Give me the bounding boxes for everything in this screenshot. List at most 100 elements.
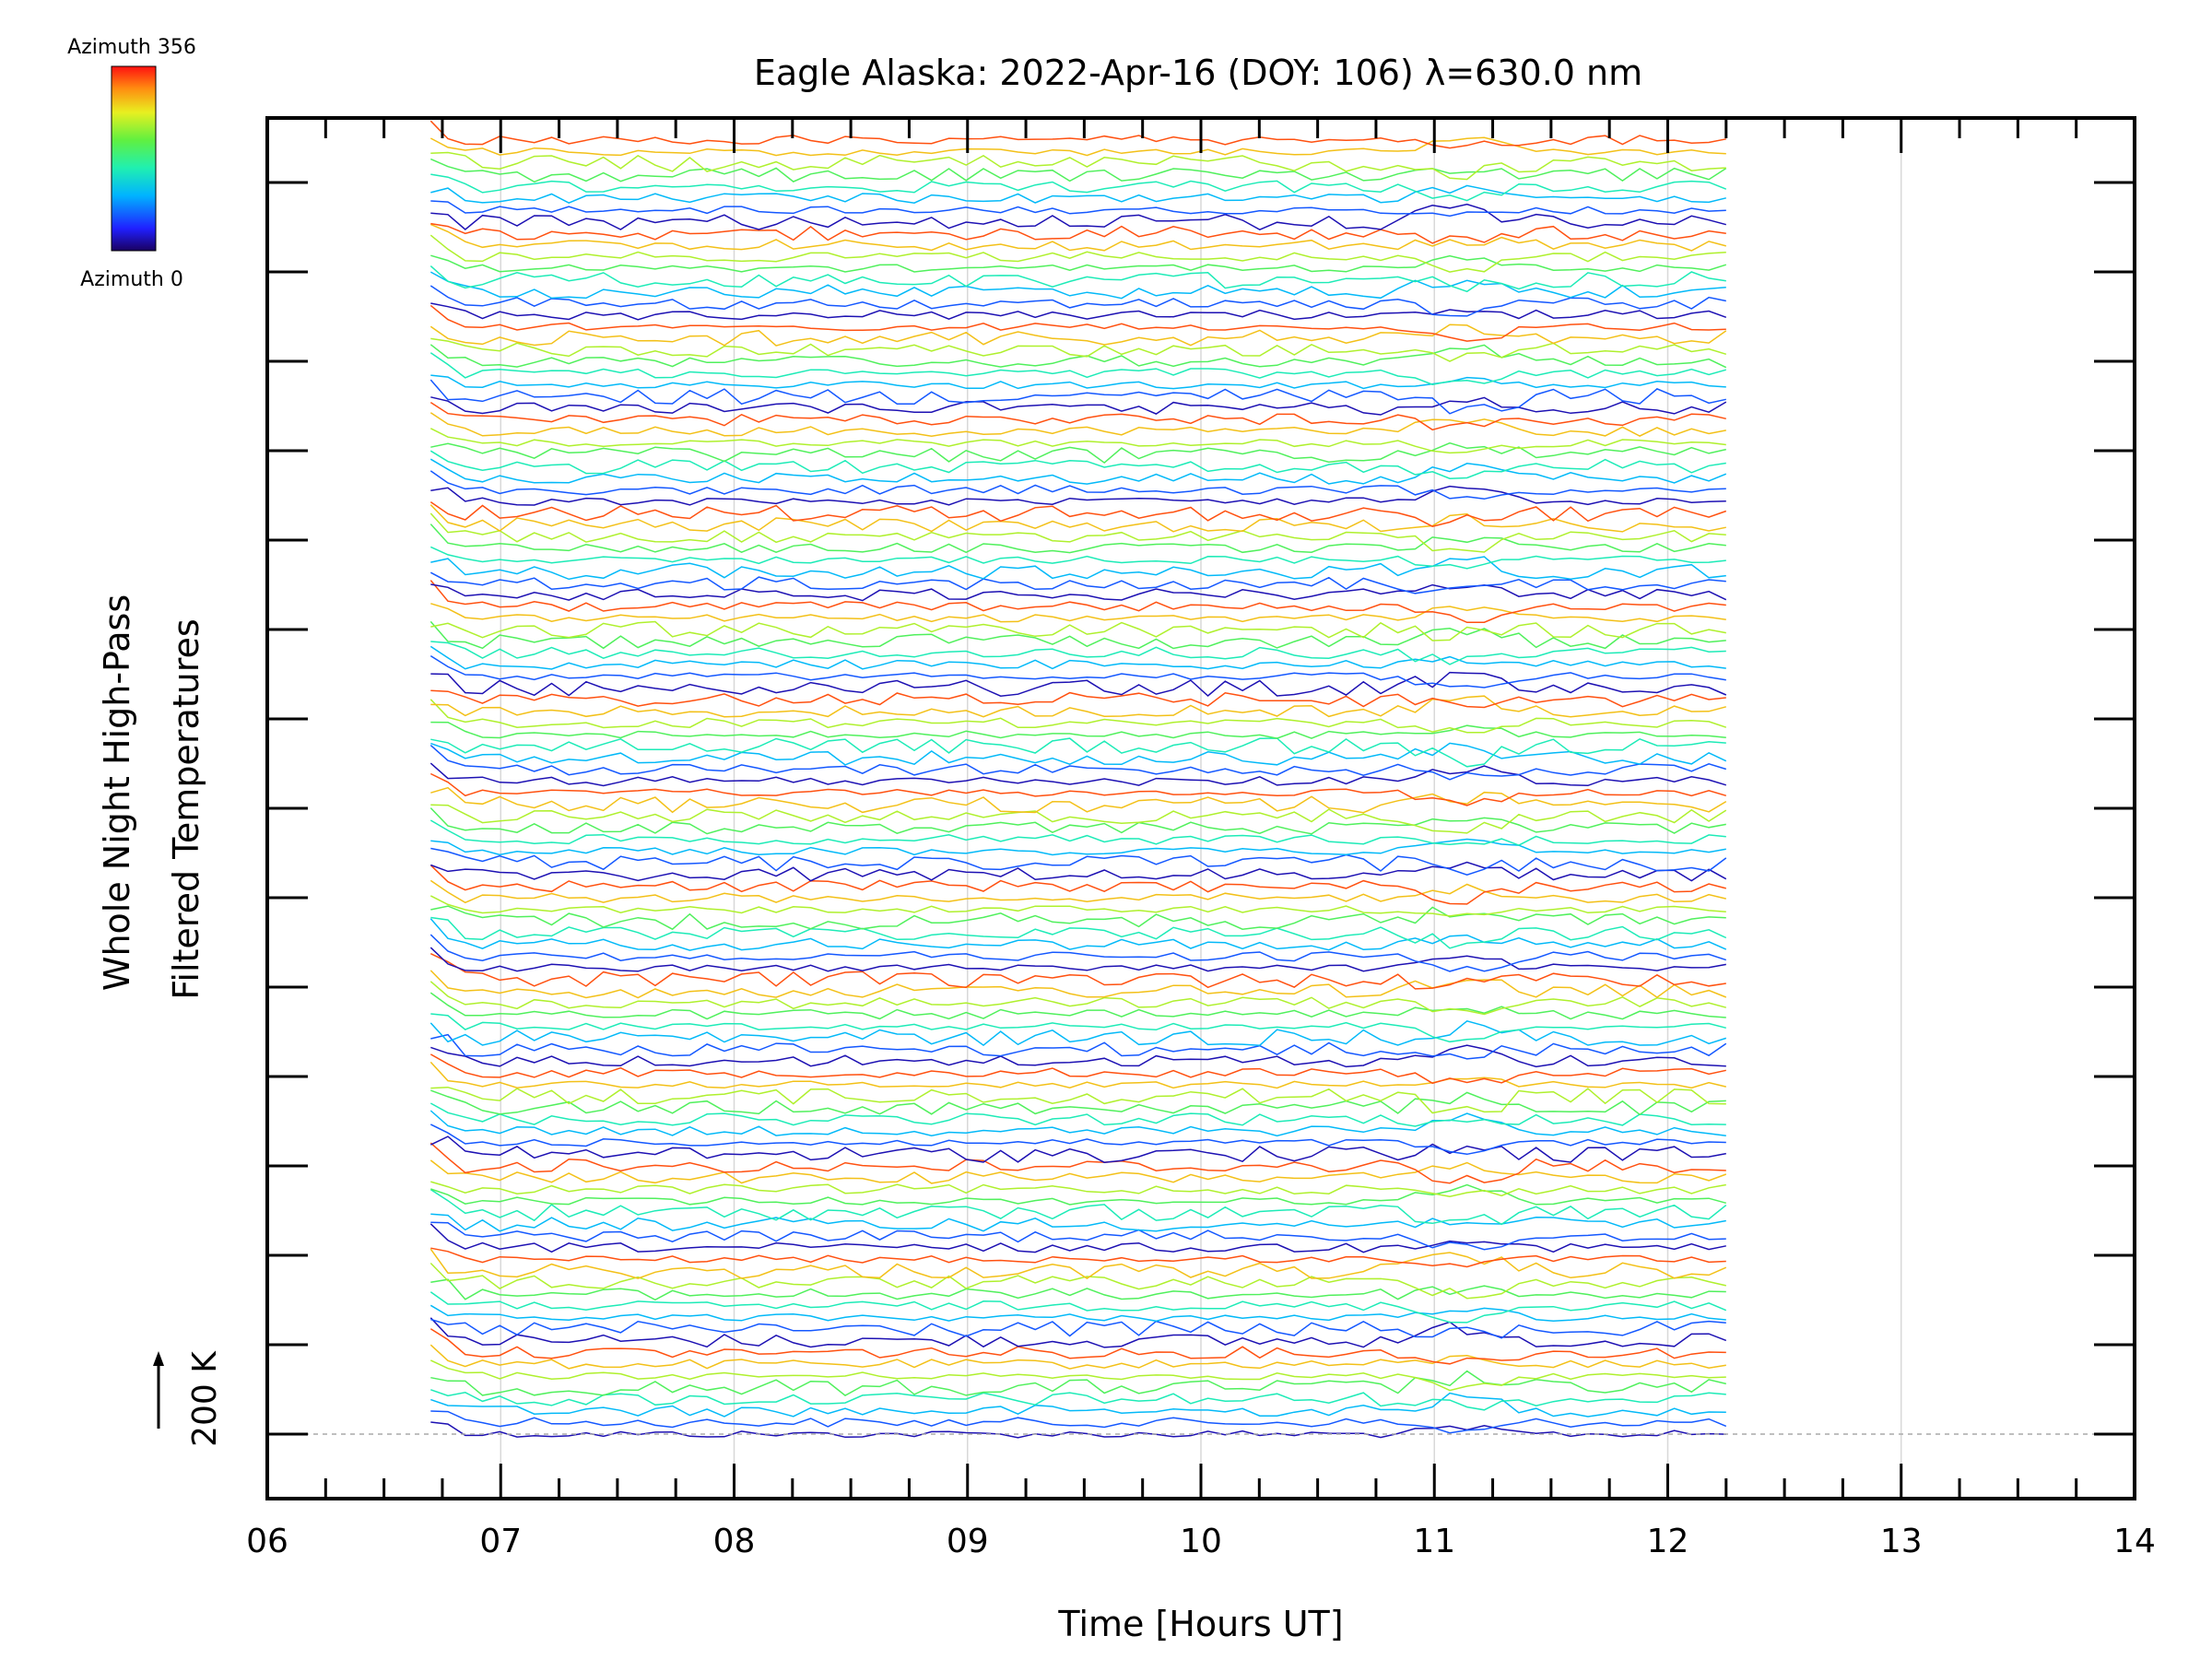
series-line <box>430 158 1727 183</box>
series-line <box>429 524 1726 554</box>
chart-title: Eagle Alaska: 2022-Apr-16 (DOY: 106) λ=6… <box>754 53 1642 93</box>
series-line <box>430 302 1727 321</box>
series-line <box>429 504 1726 533</box>
series-line <box>430 1221 1726 1251</box>
series-line <box>430 396 1727 416</box>
y-axis-label-line1: Whole Night High-Pass <box>97 594 137 991</box>
series-line <box>430 721 1726 739</box>
scale-indicator: 200 K <box>153 1350 224 1447</box>
series-line <box>429 819 1726 846</box>
series-line <box>430 695 1726 718</box>
series-line <box>429 1317 1727 1348</box>
series-line <box>429 895 1726 917</box>
scale-arrow-head <box>153 1351 164 1366</box>
series-line <box>430 441 1726 465</box>
series-line <box>429 1262 1726 1300</box>
series-line <box>429 1344 1726 1370</box>
series-line <box>429 654 1726 688</box>
series-line <box>429 1053 1726 1085</box>
series-line <box>429 136 1726 157</box>
series-line <box>430 1421 1726 1439</box>
x-tick-label-11: 11 <box>1413 1523 1455 1560</box>
series-line <box>430 203 1726 231</box>
series-line <box>429 1142 1726 1184</box>
series-line <box>430 847 1727 876</box>
x-tick-labels: 06 07 08 09 10 11 12 13 14 <box>246 1523 2156 1560</box>
series-line <box>429 762 1727 787</box>
series-line <box>429 1061 1726 1089</box>
series-line <box>430 671 1727 697</box>
series-line <box>429 401 1726 431</box>
colorbar-bottom-label: Azimuth 0 <box>80 268 183 291</box>
grid <box>500 118 1902 1499</box>
series-line <box>429 324 1727 347</box>
series-line <box>429 428 1726 454</box>
series-line <box>430 1086 1726 1114</box>
series-line <box>430 1278 1726 1301</box>
series-line <box>429 865 1726 905</box>
series-line <box>430 200 1726 218</box>
colorbar-top-label: Azimuth 356 <box>67 36 196 59</box>
series-line <box>429 1304 1726 1323</box>
series-line <box>429 918 1727 951</box>
y-axis-label-line2: Filtered Temperatures <box>166 618 206 999</box>
x-axis-label: Time [Hours UT] <box>1057 1604 1343 1644</box>
x-tick-label-10: 10 <box>1180 1523 1222 1560</box>
series-line <box>430 916 1727 949</box>
axis-ticks <box>265 118 2136 1499</box>
series-line <box>429 981 1726 1016</box>
series-line <box>429 934 1727 972</box>
x-tick-label-14: 14 <box>2113 1523 2156 1560</box>
series-line <box>430 804 1727 834</box>
series-line <box>429 285 1726 317</box>
series-line <box>429 970 1727 999</box>
series-line <box>430 1318 1726 1339</box>
series-line <box>430 583 1727 602</box>
series-line <box>429 1188 1727 1226</box>
series-group <box>429 120 1727 1439</box>
series-line <box>429 645 1726 670</box>
series-line <box>430 1410 1727 1434</box>
x-tick-label-07: 07 <box>479 1523 522 1560</box>
series-line <box>430 1089 1726 1116</box>
series-line <box>429 450 1726 479</box>
series-line <box>430 1181 1726 1197</box>
series-line <box>430 1013 1726 1043</box>
series-line <box>429 772 1727 806</box>
series-line <box>430 1392 1726 1418</box>
series-line <box>429 1248 1727 1280</box>
series-line <box>429 546 1726 570</box>
series-line <box>429 620 1726 650</box>
series-line <box>429 304 1726 342</box>
series-line <box>430 184 1726 205</box>
series-line <box>430 151 1726 181</box>
series-line <box>430 222 1726 244</box>
series-line <box>430 742 1727 766</box>
series-line <box>429 412 1726 438</box>
series-line <box>429 1135 1726 1163</box>
series-line <box>430 1213 1726 1232</box>
series-line <box>429 1110 1726 1137</box>
series-line <box>429 879 1726 904</box>
series-line <box>430 556 1726 581</box>
series-line <box>430 254 1727 273</box>
x-tick-label-08: 08 <box>713 1523 756 1560</box>
series-line <box>430 1033 1727 1060</box>
series-line <box>429 1291 1727 1324</box>
series-line <box>429 1159 1727 1184</box>
series-line <box>430 223 1726 252</box>
series-line <box>430 1183 1726 1206</box>
series-line <box>429 470 1726 500</box>
colorbar <box>111 65 157 252</box>
series-line <box>430 786 1727 814</box>
series-line <box>430 1044 1726 1068</box>
series-line <box>429 580 1726 624</box>
series-line <box>429 500 1727 527</box>
series-line <box>429 745 1727 781</box>
series-line <box>430 485 1726 506</box>
series-line <box>429 265 1726 293</box>
x-tick-label-06: 06 <box>246 1523 288 1560</box>
x-tick-label-13: 13 <box>1880 1523 1923 1560</box>
series-line <box>429 1328 1726 1365</box>
series-line <box>429 953 1726 990</box>
